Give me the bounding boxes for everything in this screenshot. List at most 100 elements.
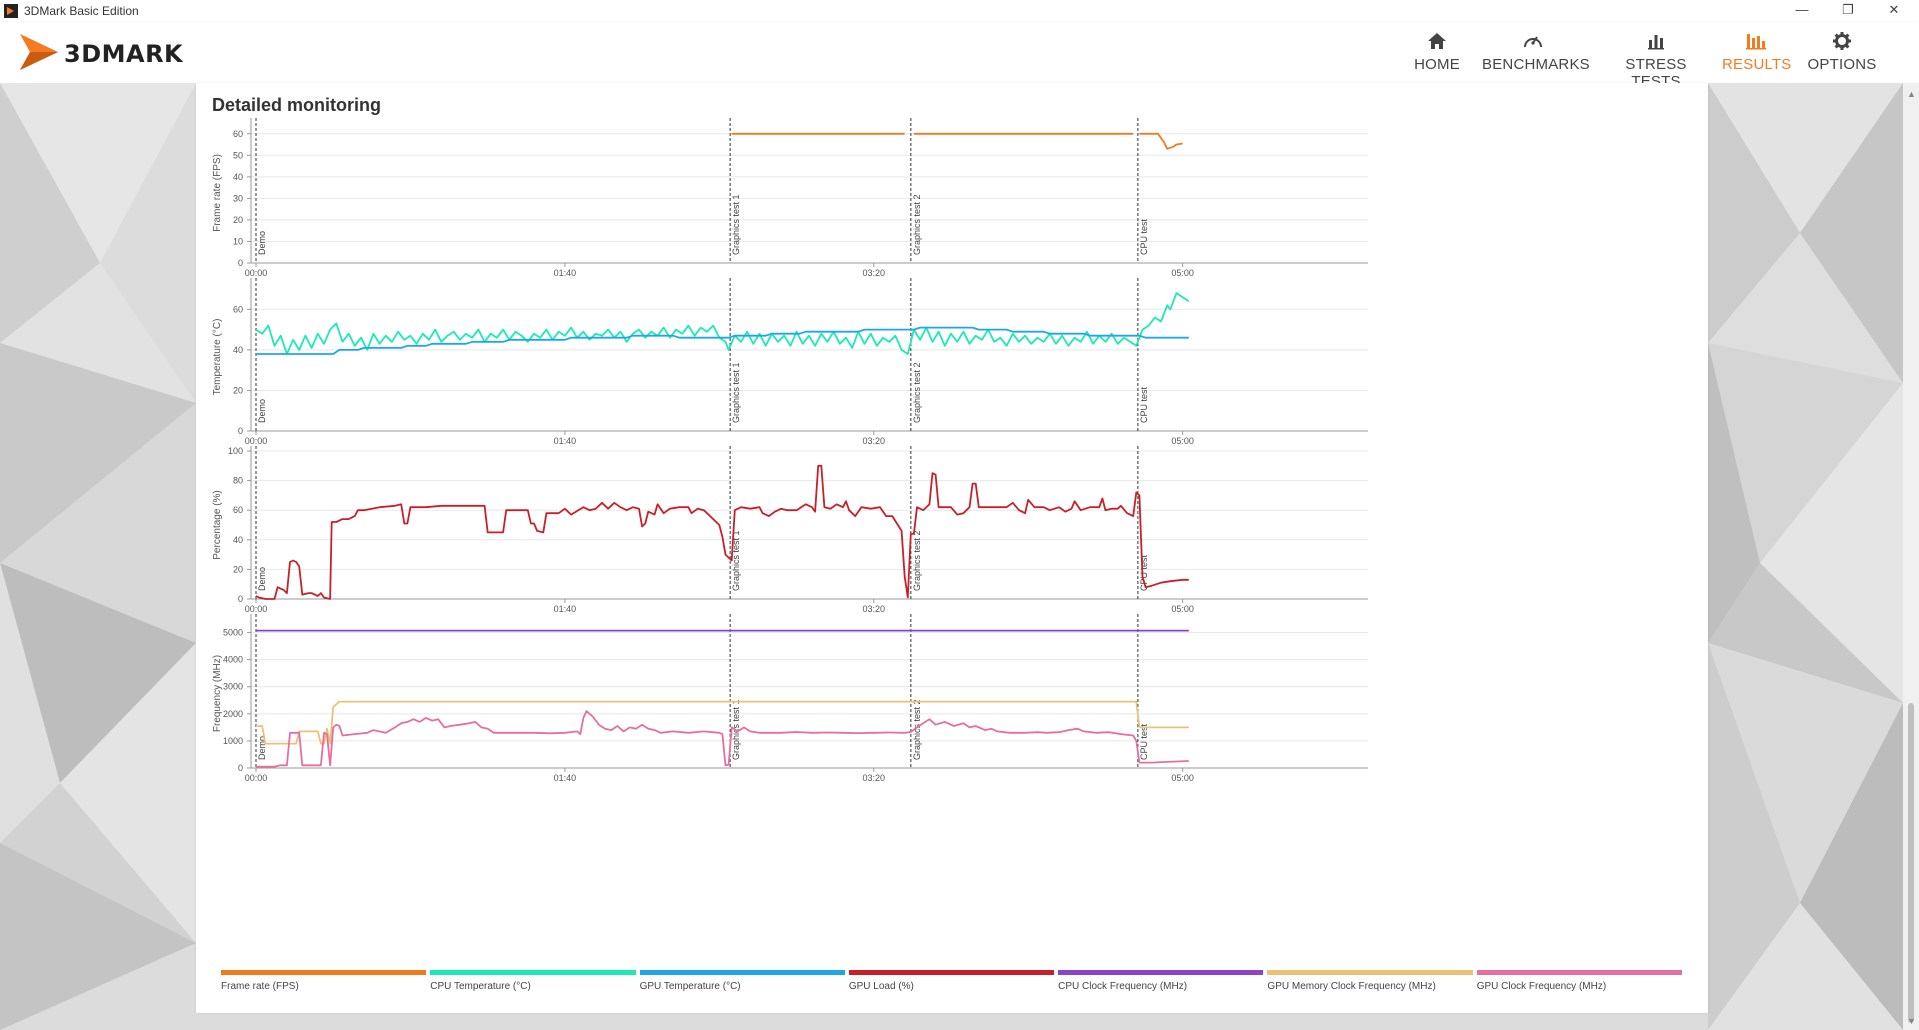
test-marker-label: Graphics test 2 — [912, 194, 922, 255]
legend-item[interactable]: GPU Clock Frequency (MHz) — [1476, 970, 1682, 1000]
test-marker-label: Graphics test 1 — [731, 362, 741, 423]
series-line — [256, 326, 1189, 355]
y-tick-label: 80 — [233, 476, 243, 486]
test-marker-label: Demo — [257, 736, 267, 760]
legend-item[interactable]: GPU Temperature (°C) — [639, 970, 845, 1000]
y-tick-label: 30 — [233, 193, 243, 203]
y-tick-label: 20 — [233, 385, 243, 395]
restore-button[interactable]: ❐ — [1842, 2, 1854, 17]
test-marker-label: CPU test — [1139, 386, 1149, 423]
x-tick-label: 03:20 — [863, 773, 886, 783]
results-icon — [1746, 34, 1766, 50]
legend-swatch — [1476, 970, 1682, 975]
legend-swatch — [221, 970, 427, 975]
nav-home[interactable]: HOME — [1408, 30, 1466, 80]
series-line — [256, 700, 1189, 745]
nav-options[interactable]: OPTIONS — [1806, 30, 1878, 80]
series-line — [1139, 132, 1183, 150]
legend-item[interactable]: CPU Temperature (°C) — [430, 970, 636, 1000]
chart-panel: 0 20 40 60 Temperature (°C) 00:00 01:40 03:20 05… — [212, 278, 1368, 446]
nav-stress-tests[interactable]: STRESS TESTS — [1606, 30, 1706, 90]
legend-label: GPU Clock Frequency (MHz) — [1476, 981, 1607, 992]
legend-item[interactable]: CPU Clock Frequency (MHz) — [1058, 970, 1264, 1000]
chart-panel: 0 1000 2000 3000 4000 5000 Frequency (MHz) 00:0… — [212, 614, 1368, 783]
legend-swatch — [1058, 970, 1264, 975]
x-tick-label: 05:00 — [1171, 268, 1194, 278]
legend-item[interactable]: Frame rate (FPS) — [221, 970, 427, 1000]
nav-results[interactable]: RESULTS — [1722, 30, 1792, 80]
vertical-scrollbar[interactable]: ▲ ▼ — [1903, 83, 1919, 1030]
scroll-down-icon[interactable]: ▼ — [1907, 1016, 1916, 1026]
legend-label: GPU Load (%) — [848, 981, 914, 992]
gauge-icon — [1524, 36, 1542, 48]
gear-icon — [1833, 32, 1851, 50]
y-tick-label: 1000 — [223, 736, 243, 746]
x-tick-label: 01:40 — [554, 604, 577, 614]
x-tick-label: 05:00 — [1171, 436, 1194, 446]
chart-panel: 0 10 20 30 40 50 60 Frame rate (FPS) 00:00 01:40 0… — [212, 118, 1368, 278]
legend-item[interactable]: GPU Memory Clock Frequency (MHz) — [1267, 970, 1473, 1000]
close-button[interactable]: ✕ — [1888, 2, 1900, 17]
y-tick-label: 50 — [233, 150, 243, 160]
x-tick-label: 00:00 — [245, 604, 268, 614]
app-icon — [4, 4, 18, 18]
nav-label: HOME — [1414, 56, 1460, 73]
panel-title: Detailed monitoring — [212, 95, 382, 115]
legend-item[interactable]: GPU Load (%) — [848, 970, 1055, 1000]
x-tick-label: 01:40 — [554, 268, 577, 278]
chart-legend: Frame rate (FPS) CPU Temperature (°C) GPU … — [221, 970, 1686, 1000]
scrollbar-thumb[interactable] — [1908, 703, 1914, 1023]
bar-chart-icon — [1648, 35, 1664, 50]
y-axis-label: Frequency (MHz) — [212, 655, 223, 732]
legend-label: CPU Temperature (°C) — [430, 981, 531, 992]
y-axis-label: Temperature (°C) — [212, 319, 223, 396]
x-tick-label: 01:40 — [554, 773, 577, 783]
window-title: 3DMark Basic Edition — [24, 4, 139, 18]
legend-swatch — [848, 970, 1055, 975]
window-titlebar: 3DMark Basic Edition — ❐ ✕ — [0, 0, 1919, 23]
test-marker-label: Graphics test 2 — [912, 362, 922, 423]
legend-label: GPU Temperature (°C) — [639, 981, 741, 992]
home-icon — [1428, 33, 1446, 49]
legend-label: Frame rate (FPS) — [221, 981, 299, 992]
legend-swatch — [1267, 970, 1473, 975]
test-marker-label: CPU test — [1139, 554, 1149, 591]
series-line — [255, 464, 1189, 600]
nav-label: RESULTS — [1722, 56, 1792, 73]
y-tick-label: 40 — [233, 172, 243, 182]
y-tick-label: 4000 — [223, 655, 243, 665]
x-tick-label: 00:00 — [245, 268, 268, 278]
x-tick-label: 03:20 — [863, 604, 886, 614]
x-tick-label: 00:00 — [245, 773, 268, 783]
logo[interactable]: 3DMARK — [18, 30, 218, 76]
chart-panel: 0 20 40 60 80 100 Percentage (%) 00:00 01:40 03:2… — [212, 446, 1368, 614]
y-tick-label: 0 — [238, 594, 243, 604]
y-tick-label: 10 — [233, 236, 243, 246]
x-tick-label: 03:20 — [863, 436, 886, 446]
scroll-up-icon[interactable]: ▲ — [1907, 89, 1916, 99]
minimize-button[interactable]: — — [1795, 2, 1809, 17]
y-tick-label: 60 — [233, 304, 243, 314]
legend-label: CPU Clock Frequency (MHz) — [1058, 981, 1188, 992]
y-tick-label: 60 — [233, 129, 243, 139]
y-tick-label: 0 — [238, 426, 243, 436]
test-marker-label: Graphics test 1 — [731, 194, 741, 255]
test-marker-label: CPU test — [1139, 723, 1149, 760]
test-marker-label: Demo — [257, 567, 267, 591]
legend-swatch — [430, 970, 636, 975]
nav-label: OPTIONS — [1807, 56, 1877, 73]
y-tick-label: 60 — [233, 505, 243, 515]
detailed-monitoring-panel: Detailed monitoring 0 10 20 30 40 50 60 Frame r… — [196, 83, 1708, 1013]
x-tick-label: 05:00 — [1171, 773, 1194, 783]
y-tick-label: 20 — [233, 564, 243, 574]
nav-benchmarks[interactable]: BENCHMARKS — [1482, 30, 1590, 80]
x-tick-label: 03:20 — [863, 268, 886, 278]
y-tick-label: 100 — [228, 446, 243, 456]
logo-mark-icon — [20, 34, 58, 70]
test-marker-label: CPU test — [1139, 218, 1149, 255]
x-tick-label: 01:40 — [554, 436, 577, 446]
test-marker-label: Graphics test 2 — [912, 699, 922, 760]
y-tick-label: 20 — [233, 215, 243, 225]
y-tick-label: 5000 — [223, 628, 243, 638]
legend-swatch — [639, 970, 845, 975]
